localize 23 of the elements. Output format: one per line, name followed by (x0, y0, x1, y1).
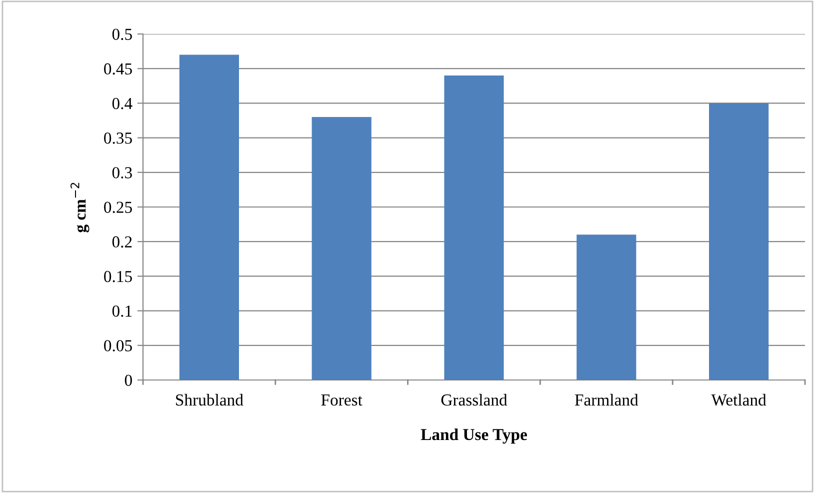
y-axis-title: g cm$^{−2}$ (70, 182, 90, 232)
y-tick-label: 0.25 (104, 202, 132, 214)
x-tick-label: Wetland (711, 394, 766, 406)
y-tick-label: 0.5 (112, 28, 132, 40)
bar (576, 234, 636, 380)
y-tick-label: 0.3 (112, 167, 132, 178)
bar (444, 76, 504, 380)
y-tick-label: 0.05 (104, 340, 132, 352)
y-tick-label: 0.15 (104, 270, 132, 282)
bar (709, 103, 769, 380)
y-tick-label: 0 (124, 374, 132, 386)
bar (179, 54, 239, 380)
y-tick-label: 0.45 (104, 63, 132, 75)
y-tick-label: 0.2 (112, 236, 132, 248)
x-axis-title: Land Use Type (420, 428, 527, 444)
y-tick-label: 0.35 (104, 132, 132, 144)
y-tick-label: 0.4 (112, 98, 132, 110)
x-tick-label: Shrubland (176, 394, 244, 406)
x-tick-label: Forest (321, 394, 362, 406)
bar (312, 117, 372, 380)
y-tick-label: 0.1 (112, 306, 132, 317)
x-tick-label: Grassland (441, 394, 508, 406)
x-tick-label: Farmland (574, 394, 638, 406)
